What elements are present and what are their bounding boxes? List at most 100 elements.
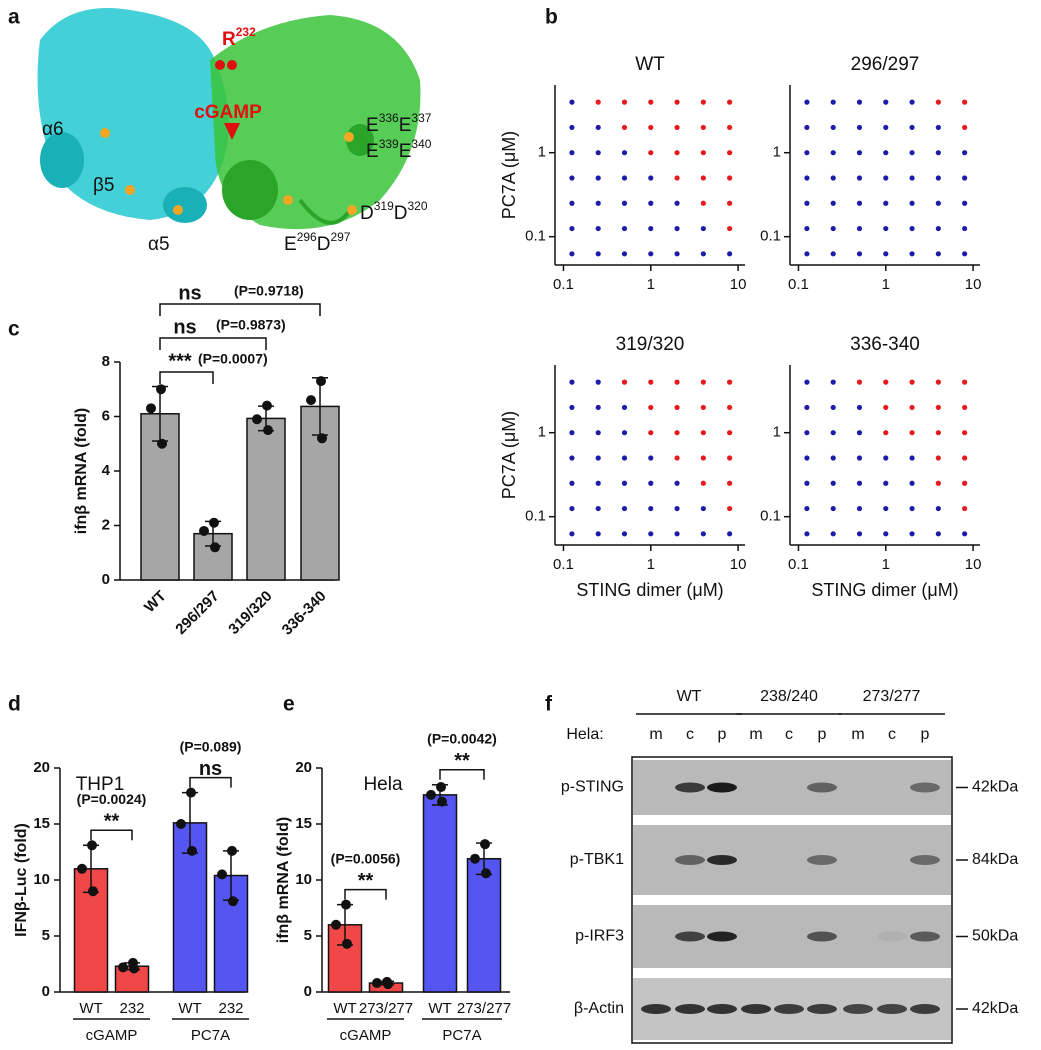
dot: [648, 404, 654, 411]
dot: [883, 505, 889, 512]
dot: [674, 531, 680, 537]
y-tick-label: 0.1: [525, 228, 546, 245]
dot: [804, 505, 810, 512]
data-point: [129, 963, 139, 974]
p-value: (P=0.9718): [234, 283, 304, 299]
y-tick-label: 1: [773, 144, 781, 161]
dot: [856, 225, 863, 232]
dot: [569, 225, 575, 232]
data-point: [186, 787, 196, 798]
dot: [621, 200, 628, 206]
row-label: p-TBK1: [570, 851, 624, 868]
dot: [935, 379, 941, 385]
dot: [830, 200, 836, 206]
dot: [569, 251, 575, 257]
lane-label: c: [888, 726, 896, 743]
dot: [909, 99, 915, 105]
x-tick-label: 232: [218, 1000, 243, 1017]
dot: [674, 430, 680, 436]
band: [910, 782, 940, 793]
helix: [40, 132, 84, 188]
label-part: α6: [42, 119, 64, 140]
data-point: [88, 886, 98, 897]
x-tick-label: 10: [730, 556, 747, 573]
dot: [648, 99, 654, 105]
dot: [856, 531, 863, 537]
y-tick-label: 20: [295, 759, 312, 776]
dot: [856, 200, 863, 206]
chart-title: 336-340: [850, 334, 920, 355]
dot: [909, 480, 915, 486]
site-dot: [283, 195, 293, 205]
band: [807, 855, 837, 865]
dot: [935, 175, 941, 181]
dot: [621, 251, 628, 257]
dot: [830, 455, 836, 461]
lane-label: m: [749, 726, 762, 743]
p-value: (P=0.0056): [331, 850, 401, 866]
label-part: E: [366, 141, 379, 162]
dot: [830, 531, 836, 537]
dot: [621, 480, 628, 486]
size-label: 84kDa: [972, 851, 1018, 868]
dot: [674, 251, 680, 257]
x-tick-label: WT: [178, 1000, 201, 1017]
x-tick-label: WT: [428, 1000, 451, 1017]
dot: [935, 150, 941, 156]
dot: [856, 404, 863, 411]
dot: [727, 251, 733, 257]
dot: [830, 175, 836, 181]
data-point: [252, 414, 262, 425]
dot: [962, 99, 968, 105]
significance: ***: [168, 350, 192, 372]
dot: [962, 379, 968, 385]
data-point: [187, 845, 197, 856]
label-part: E: [399, 115, 412, 136]
structure-label: β5: [93, 175, 115, 196]
dot: [962, 200, 968, 206]
dot: [727, 480, 733, 486]
dot: [648, 200, 654, 206]
dot: [909, 455, 915, 461]
row-label: p-STING: [561, 779, 624, 796]
dot: [674, 99, 680, 105]
dot: [648, 531, 654, 537]
dot: [909, 150, 915, 156]
data-point: [176, 819, 186, 829]
lane-label: p: [818, 726, 827, 743]
panel-label: a: [8, 6, 20, 29]
dot: [700, 430, 706, 436]
significance: ns: [173, 316, 196, 338]
dot: [883, 99, 889, 105]
x-tick-label: 296/297: [172, 588, 222, 638]
dot: [935, 251, 941, 257]
y-tick-label: 1: [773, 424, 781, 441]
label-part: 296: [297, 230, 317, 244]
dot: [909, 430, 915, 436]
data-point: [437, 796, 447, 807]
band: [675, 1004, 705, 1014]
dot: [595, 175, 601, 181]
bracket: [189, 776, 232, 788]
data-point: [317, 433, 327, 444]
data-point: [209, 517, 219, 528]
label-part: 340: [411, 137, 431, 151]
data-point: [157, 438, 167, 449]
dot: [962, 150, 968, 156]
dot: [830, 124, 836, 131]
y-tick-label: 1: [538, 424, 546, 441]
dot: [935, 225, 941, 232]
x-tick-label: 0.1: [788, 556, 809, 573]
dot: [856, 251, 863, 257]
y-tick-label: 0: [102, 571, 110, 588]
dot: [595, 480, 601, 486]
label-part: 232: [236, 25, 256, 39]
protein-structure: [37, 8, 421, 230]
band: [807, 931, 837, 942]
dot: [727, 200, 733, 206]
band: [910, 855, 940, 865]
data-point: [87, 840, 97, 851]
dot: [569, 99, 575, 105]
dot: [700, 505, 706, 512]
panel-label: e: [283, 693, 295, 716]
